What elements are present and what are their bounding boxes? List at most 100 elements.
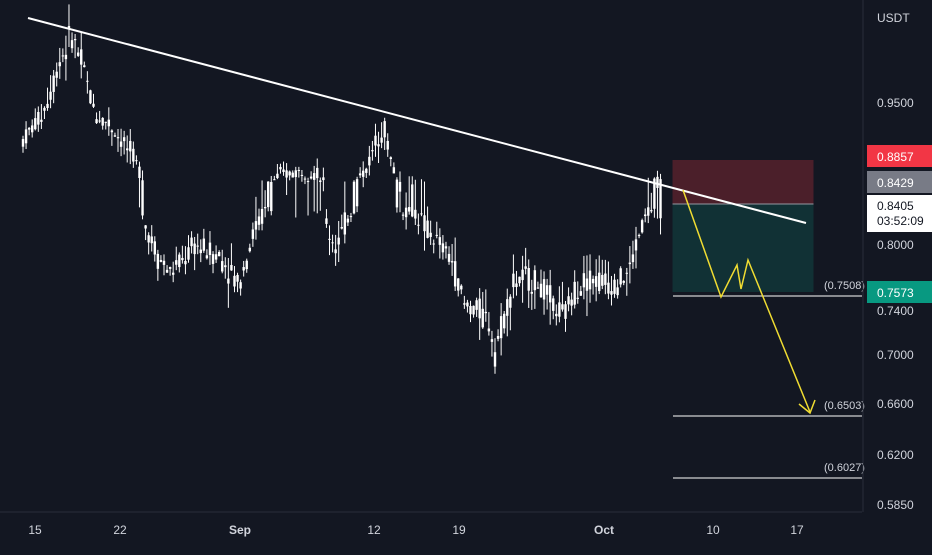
price-badge-stop: 0.8857 xyxy=(867,145,932,167)
projection-path[interactable] xyxy=(682,189,811,413)
candle-body xyxy=(582,273,586,288)
candle-body xyxy=(358,173,362,176)
candle-body xyxy=(263,206,267,209)
candle-body xyxy=(349,216,353,218)
candle-body xyxy=(521,269,524,281)
candle-body xyxy=(129,140,132,152)
candle-body xyxy=(297,170,301,172)
candle-body xyxy=(659,179,662,219)
candle-body xyxy=(515,283,518,288)
candle-body xyxy=(653,178,656,209)
candle-body xyxy=(604,273,607,285)
candle-body xyxy=(316,167,319,179)
descending-trendline[interactable] xyxy=(27,17,807,224)
candle-body xyxy=(113,135,117,137)
candle-body xyxy=(558,302,561,317)
candle-body xyxy=(328,238,331,240)
candle-body xyxy=(340,227,343,229)
candle-body xyxy=(414,209,417,219)
candle-body xyxy=(573,281,576,305)
candle-body xyxy=(647,207,650,216)
candle-body xyxy=(656,176,659,188)
candle-body xyxy=(49,91,52,100)
candle-body xyxy=(227,278,230,284)
candle-body xyxy=(395,179,399,208)
candle-body xyxy=(116,137,120,139)
candle-body xyxy=(619,268,622,285)
candle-body xyxy=(233,275,236,287)
candle-body xyxy=(260,208,264,224)
price-badge-target: 0.7573 xyxy=(867,281,932,303)
price-axis[interactable]: USDT 0.9500 0.8000 0.7400 0.7000 0.6600 0.6200… xyxy=(862,0,932,512)
candle-body xyxy=(570,299,573,306)
candle-body xyxy=(248,247,252,252)
candle-body xyxy=(230,264,233,271)
candle-body xyxy=(601,274,604,286)
candle-body xyxy=(150,236,153,244)
candle-body xyxy=(55,71,58,78)
candle-body xyxy=(518,276,521,284)
candle-body xyxy=(126,148,129,151)
candle-body xyxy=(104,121,107,123)
price-badge-entry: 0.8429 xyxy=(867,171,932,193)
candle-body xyxy=(527,268,530,291)
candle-body xyxy=(496,335,500,339)
candle-body xyxy=(628,262,632,265)
time-axis[interactable]: 15 22 Sep 12 19 Oct 10 17 xyxy=(0,511,862,537)
candle-body xyxy=(441,243,445,253)
time-tick-label: 19 xyxy=(452,523,466,537)
candle-body xyxy=(52,75,55,92)
price-tick-label: 0.5850 xyxy=(877,498,914,512)
candle-body xyxy=(175,260,178,265)
short-position-tool[interactable] xyxy=(672,160,814,292)
candle-body xyxy=(285,170,288,178)
candle-body xyxy=(509,296,512,308)
candle-body xyxy=(530,291,533,294)
candle-body xyxy=(319,180,322,182)
candle-body xyxy=(64,54,68,60)
candle-body xyxy=(193,243,196,255)
candle-body xyxy=(282,169,285,172)
candle-body xyxy=(564,304,567,319)
candle-body xyxy=(245,260,248,270)
candle-body xyxy=(165,269,169,273)
candle-body xyxy=(389,157,392,160)
candle-body xyxy=(171,272,175,275)
candle-body xyxy=(34,118,37,130)
candle-body xyxy=(429,232,432,237)
candle-body xyxy=(147,235,150,243)
candle-body xyxy=(337,237,340,245)
time-tick-label: 10 xyxy=(706,523,720,537)
candle-body xyxy=(168,266,172,269)
candle-body xyxy=(386,140,389,150)
price-badge-value: 0.8429 xyxy=(877,176,914,190)
candle-body xyxy=(545,285,549,295)
candle-body xyxy=(37,111,40,125)
target-level-label: (0.6027) xyxy=(824,462,865,474)
candle-body xyxy=(555,313,558,317)
candle-body xyxy=(24,129,28,144)
candle-body xyxy=(107,119,111,127)
candle-body xyxy=(294,170,297,178)
candle-body xyxy=(211,254,215,264)
candle-body xyxy=(499,316,503,339)
price-tick-label: 0.7400 xyxy=(877,304,914,318)
candle-body xyxy=(156,253,160,269)
candle-body xyxy=(190,237,193,247)
candle-body xyxy=(331,242,334,244)
candle-body xyxy=(221,261,224,272)
candle-body xyxy=(417,224,420,226)
candle-body xyxy=(548,285,552,303)
candle-body xyxy=(352,181,356,214)
candle-body xyxy=(214,254,218,260)
candle-body xyxy=(552,298,555,311)
candle-body xyxy=(423,215,426,232)
candle-body xyxy=(346,218,350,223)
candle-body xyxy=(309,176,313,179)
candle-body xyxy=(110,130,114,133)
price-badge-bg xyxy=(867,145,932,167)
candle-body xyxy=(383,121,386,138)
